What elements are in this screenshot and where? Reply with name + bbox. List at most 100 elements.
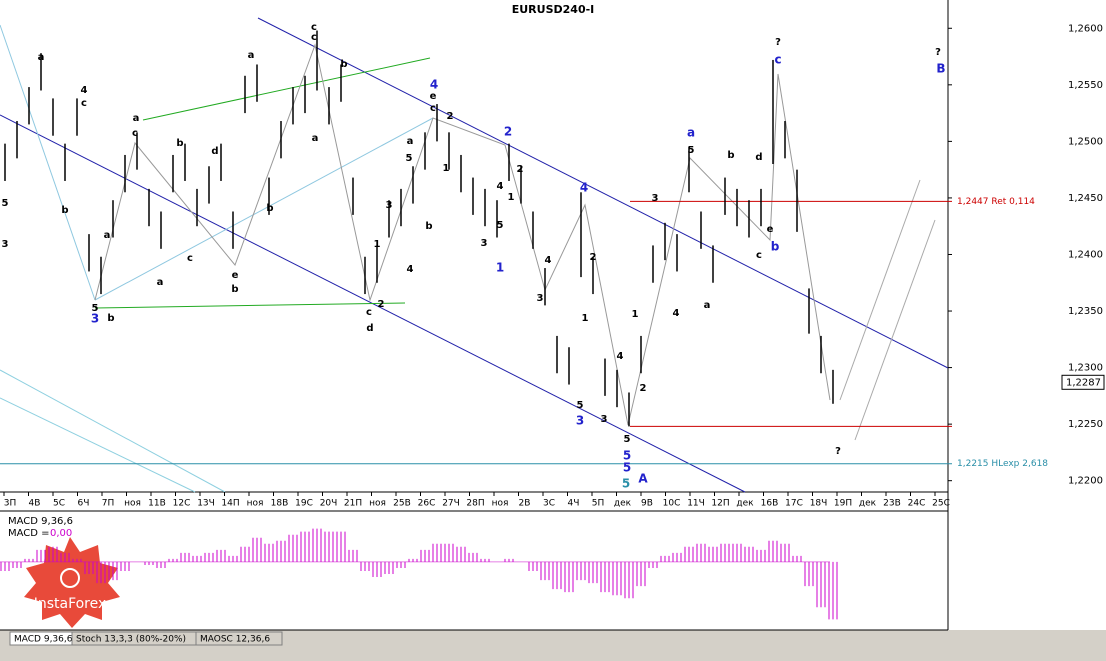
wave-label: a bbox=[704, 300, 711, 311]
wave-label: a bbox=[687, 126, 695, 140]
x-tick-label: ноя bbox=[369, 499, 386, 509]
wave-label: 3 bbox=[537, 293, 544, 304]
wave-label: 5 bbox=[497, 220, 504, 231]
tab[interactable] bbox=[195, 631, 283, 646]
wave-label: c bbox=[132, 128, 138, 139]
wave-label: 2 bbox=[447, 111, 454, 122]
wave-label: 4 bbox=[545, 255, 552, 266]
x-tick-label: 21П bbox=[344, 499, 362, 509]
x-tick-label: 24С bbox=[908, 499, 926, 509]
x-tick-label: 4Ч bbox=[568, 499, 580, 509]
y-tick-label: 1,2600 bbox=[1068, 23, 1103, 34]
wave-label: b bbox=[176, 138, 183, 149]
wave-label: d bbox=[211, 146, 218, 157]
tab-label: Stoch 13,3,3 (80%-20%) bbox=[76, 635, 186, 645]
wave-label: b bbox=[340, 59, 347, 70]
wave-label: 1 bbox=[496, 261, 504, 275]
wave-label: ? bbox=[775, 37, 781, 48]
x-tick-label: 19П bbox=[834, 499, 852, 509]
wave-label: 1 bbox=[374, 239, 381, 250]
x-tick-label: 25В bbox=[393, 499, 411, 509]
wave-label: a bbox=[312, 133, 319, 144]
wave-label: 5 bbox=[577, 400, 584, 411]
wave-label: d bbox=[366, 323, 373, 334]
wave-label: 5 bbox=[624, 434, 631, 445]
wave-label: a bbox=[248, 50, 255, 61]
wave-label: b bbox=[727, 150, 734, 161]
wave-label: 4 bbox=[673, 308, 680, 319]
wave-label: 2 bbox=[517, 164, 524, 175]
wave-label: 3 bbox=[652, 193, 659, 204]
level-label: 1,2447 Ret 0,114 bbox=[957, 197, 1035, 207]
x-tick-label: 12С bbox=[173, 499, 191, 509]
wave-label: a bbox=[38, 52, 45, 63]
wave-label: 1 bbox=[632, 309, 639, 320]
wave-label: 4 bbox=[430, 78, 438, 92]
wave-label: c bbox=[311, 22, 317, 33]
x-tick-label: ноя bbox=[492, 499, 509, 509]
macd-value-text: MACD = bbox=[8, 528, 50, 539]
wave-label: 3 bbox=[576, 414, 584, 428]
current-price-label: 1,2287 bbox=[1066, 377, 1101, 388]
macd-title: MACD 9,36,6 bbox=[8, 516, 73, 527]
wave-label: e bbox=[232, 270, 239, 281]
x-tick-label: 13Ч bbox=[197, 499, 215, 509]
wave-label: 4 bbox=[617, 351, 624, 362]
wave-label: c bbox=[366, 307, 372, 318]
x-tick-label: 4В bbox=[29, 499, 41, 509]
wave-label: ? bbox=[835, 446, 841, 457]
wave-label: 4 bbox=[407, 264, 414, 275]
wave-label: c bbox=[756, 250, 762, 261]
x-tick-label: 12П bbox=[711, 499, 729, 509]
x-tick-label: 6Ч bbox=[78, 499, 90, 509]
wave-label: 4 bbox=[580, 181, 588, 195]
wave-label: c bbox=[311, 32, 317, 43]
wave-label: 5 bbox=[2, 198, 9, 209]
logo-text: InstaForex bbox=[34, 596, 107, 612]
wave-label: e bbox=[430, 91, 437, 102]
wave-label: b bbox=[425, 221, 432, 232]
wave-label: b bbox=[266, 203, 273, 214]
x-tick-label: 7П bbox=[102, 499, 115, 509]
wave-label: a bbox=[104, 230, 111, 241]
y-tick-label: 1,2550 bbox=[1068, 80, 1103, 91]
x-tick-label: 26С bbox=[418, 499, 436, 509]
wave-label: B bbox=[936, 62, 945, 76]
trendlines bbox=[0, 17, 949, 493]
x-tick-label: 2В bbox=[519, 499, 531, 509]
wave-label: a bbox=[157, 277, 164, 288]
x-tick-label: дек bbox=[859, 499, 877, 509]
level-label: 1,2215 HLexp 2,618 bbox=[957, 459, 1048, 469]
wave-label: 3 bbox=[91, 312, 99, 326]
x-tick-label: 23В bbox=[883, 499, 901, 509]
tab-label: MACD 9,36,6 bbox=[14, 635, 73, 645]
x-tick-label: 18Ч bbox=[810, 499, 828, 509]
tab-label: MAOSC 12,36,6 bbox=[200, 635, 270, 645]
y-tick-label: 1,2300 bbox=[1068, 363, 1103, 374]
wave-label: 1 bbox=[582, 313, 589, 324]
y-tick-label: 1,2250 bbox=[1068, 419, 1103, 430]
wave-label: 2 bbox=[504, 125, 512, 139]
wave-label: b bbox=[107, 313, 114, 324]
x-tick-label: 9В bbox=[641, 499, 653, 509]
wave-label: b bbox=[231, 284, 238, 295]
x-tick-label: 5П bbox=[592, 499, 605, 509]
wave-label: b bbox=[771, 240, 780, 254]
wave-label: 3 bbox=[2, 239, 9, 250]
wave-label: c bbox=[187, 253, 193, 264]
wave-label: c bbox=[81, 98, 87, 109]
chart-title: EURUSD240-I bbox=[512, 3, 595, 16]
x-tick-label: 16В bbox=[761, 499, 779, 509]
logo: InstaForex bbox=[24, 537, 120, 628]
wave-label: b bbox=[61, 205, 68, 216]
wave-label: 4 bbox=[497, 181, 504, 192]
x-tick-label: 3С bbox=[543, 499, 555, 509]
x-tick-label: 5С bbox=[53, 499, 65, 509]
wave-label: 2 bbox=[378, 299, 385, 310]
wave-label: d bbox=[755, 152, 762, 163]
x-tick-label: 19С bbox=[295, 499, 313, 509]
y-tick-label: 1,2400 bbox=[1068, 249, 1103, 260]
wave-label: A bbox=[638, 472, 648, 486]
